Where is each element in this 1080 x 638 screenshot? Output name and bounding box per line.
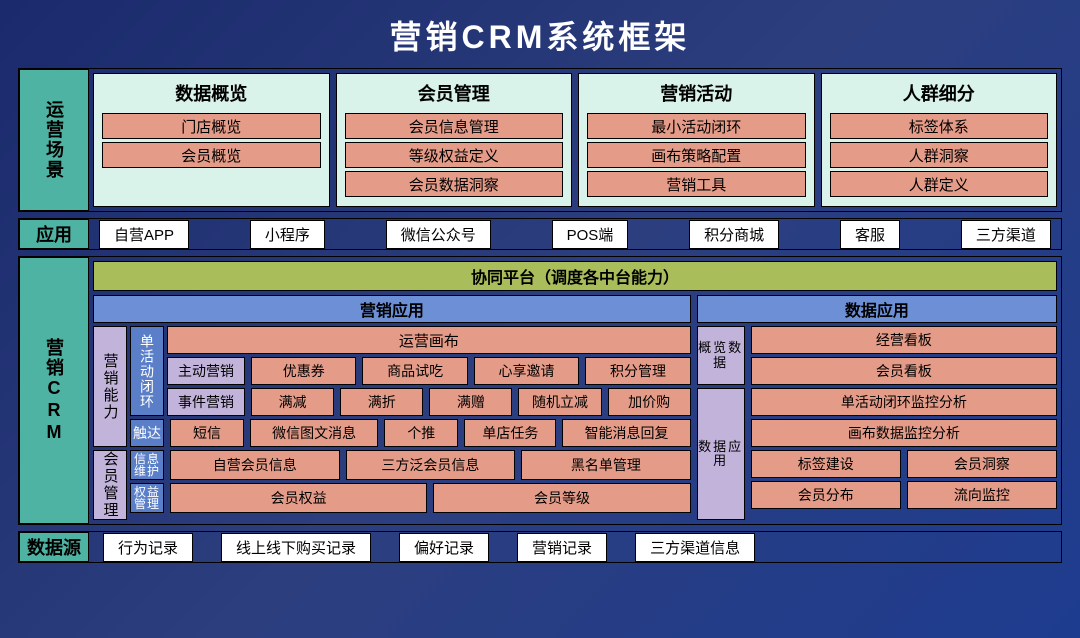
app-item-1: 小程序 [250,220,325,249]
overview-1: 会员看板 [751,357,1057,385]
data-app-g-00: 标签建设 [751,450,901,478]
sub1-r2-left: 事件营销 [167,388,245,416]
g2-r1-1: 三方泛会员信息 [346,450,516,480]
ds-item-4: 三方渠道信息 [635,533,755,562]
app-item-3: POS端 [552,220,629,249]
app-item-4: 积分商城 [689,220,779,249]
data-app-group: 数据应用 单活动闭环监控分析 画布数据监控分析 标签建设 会员洞察 会员分布 流… [697,388,1057,520]
top-col-2-item-2: 营销工具 [587,171,806,197]
overview-data-group: 概览数据 经营看板 会员看板 [697,326,1057,385]
top-col-3-item-1: 人群洞察 [830,142,1049,168]
crm-side-label: 营销CRM [19,257,89,524]
app-item-5: 客服 [840,220,900,249]
g2-r1-2: 黑名单管理 [521,450,691,480]
crm-right-header: 数据应用 [697,295,1057,323]
reach-4: 智能消息回复 [562,419,690,447]
ds-item-2: 偏好记录 [399,533,489,562]
top-col-0-item-1: 会员概览 [102,142,321,168]
member-mgmt-group: 会员管理 信息维护 自营会员信息 三方泛会员信息 黑名单管理 权益管理 会员权益… [93,450,691,520]
top-col-1-header: 会员管理 [345,76,564,110]
top-side-label: 运营场景 [19,69,89,211]
canvas-row: 运营画布 [167,326,691,354]
top-col-3-header: 人群细分 [830,76,1049,110]
marketing-ability-vlabel: 营销能力 [93,326,127,447]
app-item-0: 自营APP [99,220,189,249]
overview-0: 经营看板 [751,326,1057,354]
reach-label: 触达 [130,419,164,447]
g2-r2-vlabel: 权益管理 [130,483,164,513]
top-col-1-item-1: 等级权益定义 [345,142,564,168]
data-app-g-01: 会员洞察 [907,450,1057,478]
sub1-r2-2: 满赠 [429,388,512,416]
top-col-1-item-2: 会员数据洞察 [345,171,564,197]
top-col-1: 会员管理 会员信息管理 等级权益定义 会员数据洞察 [336,73,573,207]
sub1-r2-4: 加价购 [608,388,691,416]
top-col-0-header: 数据概览 [102,76,321,110]
top-col-2-item-0: 最小活动闭环 [587,113,806,139]
top-col-2-header: 营销活动 [587,76,806,110]
ds-item-1: 线上线下购买记录 [221,533,371,562]
member-mgmt-vlabel: 会员管理 [93,450,127,520]
ds-item-0: 行为记录 [103,533,193,562]
top-col-1-item-0: 会员信息管理 [345,113,564,139]
top-col-3-item-0: 标签体系 [830,113,1049,139]
page-title: 营销CRM系统框架 [0,0,1080,68]
apps-label: 应用 [19,219,89,249]
g2-r2-0: 会员权益 [170,483,427,513]
sub1-r1-2: 心享邀请 [474,357,579,385]
crm-section: 营销CRM 协同平台（调度各中台能力） 营销应用 营销能力 单活动闭环 运营画布 [18,256,1062,525]
overview-vlabel: 概览数据 [697,326,745,385]
top-col-0: 数据概览 门店概览 会员概览 [93,73,330,207]
top-col-2: 营销活动 最小活动闭环 画布策略配置 营销工具 [578,73,815,207]
g2-r1-0: 自营会员信息 [170,450,340,480]
top-col-2-item-1: 画布策略配置 [587,142,806,168]
sub1-r1-3: 积分管理 [585,357,690,385]
g2-r1-vlabel: 信息维护 [130,450,164,480]
sub1-r1-0: 优惠券 [251,357,356,385]
sub1-r2-0: 满减 [251,388,334,416]
crm-right: 数据应用 概览数据 经营看板 会员看板 数据应用 单活动闭环监控分析 画布数据监… [697,295,1057,520]
platform-bar: 协同平台（调度各中台能力） [93,261,1057,291]
reach-1: 微信图文消息 [250,419,378,447]
top-section: 运营场景 数据概览 门店概览 会员概览 会员管理 会员信息管理 等级权益定义 会… [18,68,1062,212]
crm-left: 营销应用 营销能力 单活动闭环 运营画布 主动营销 优惠券 [93,295,691,520]
app-item-2: 微信公众号 [386,220,491,249]
sub1-r1-1: 商品试吃 [362,357,467,385]
data-app-g-11: 流向监控 [907,481,1057,509]
ds-item-3: 营销记录 [517,533,607,562]
data-app-vlabel: 数据应用 [697,388,745,520]
data-app-0: 单活动闭环监控分析 [751,388,1057,416]
sub1-r2-3: 随机立减 [518,388,601,416]
reach-0: 短信 [170,419,244,447]
reach-3: 单店任务 [464,419,556,447]
top-col-3-item-2: 人群定义 [830,171,1049,197]
app-item-6: 三方渠道 [961,220,1051,249]
data-app-1: 画布数据监控分析 [751,419,1057,447]
sub1-r2-1: 满折 [340,388,423,416]
top-col-0-item-0: 门店概览 [102,113,321,139]
datasource-label: 数据源 [19,532,89,562]
g2-r2-1: 会员等级 [433,483,690,513]
datasource-row: 数据源 行为记录 线上线下购买记录 偏好记录 营销记录 三方渠道信息 [18,531,1062,563]
reach-2: 个推 [384,419,458,447]
sub1-vlabel: 单活动闭环 [130,326,164,416]
crm-left-header: 营销应用 [93,295,691,323]
marketing-ability-group: 营销能力 单活动闭环 运营画布 主动营销 优惠券 商品试吃 [93,326,691,447]
sub1-r1-left: 主动营销 [167,357,245,385]
top-col-3: 人群细分 标签体系 人群洞察 人群定义 [821,73,1058,207]
apps-row: 应用 自营APP 小程序 微信公众号 POS端 积分商城 客服 三方渠道 [18,218,1062,250]
data-app-g-10: 会员分布 [751,481,901,509]
